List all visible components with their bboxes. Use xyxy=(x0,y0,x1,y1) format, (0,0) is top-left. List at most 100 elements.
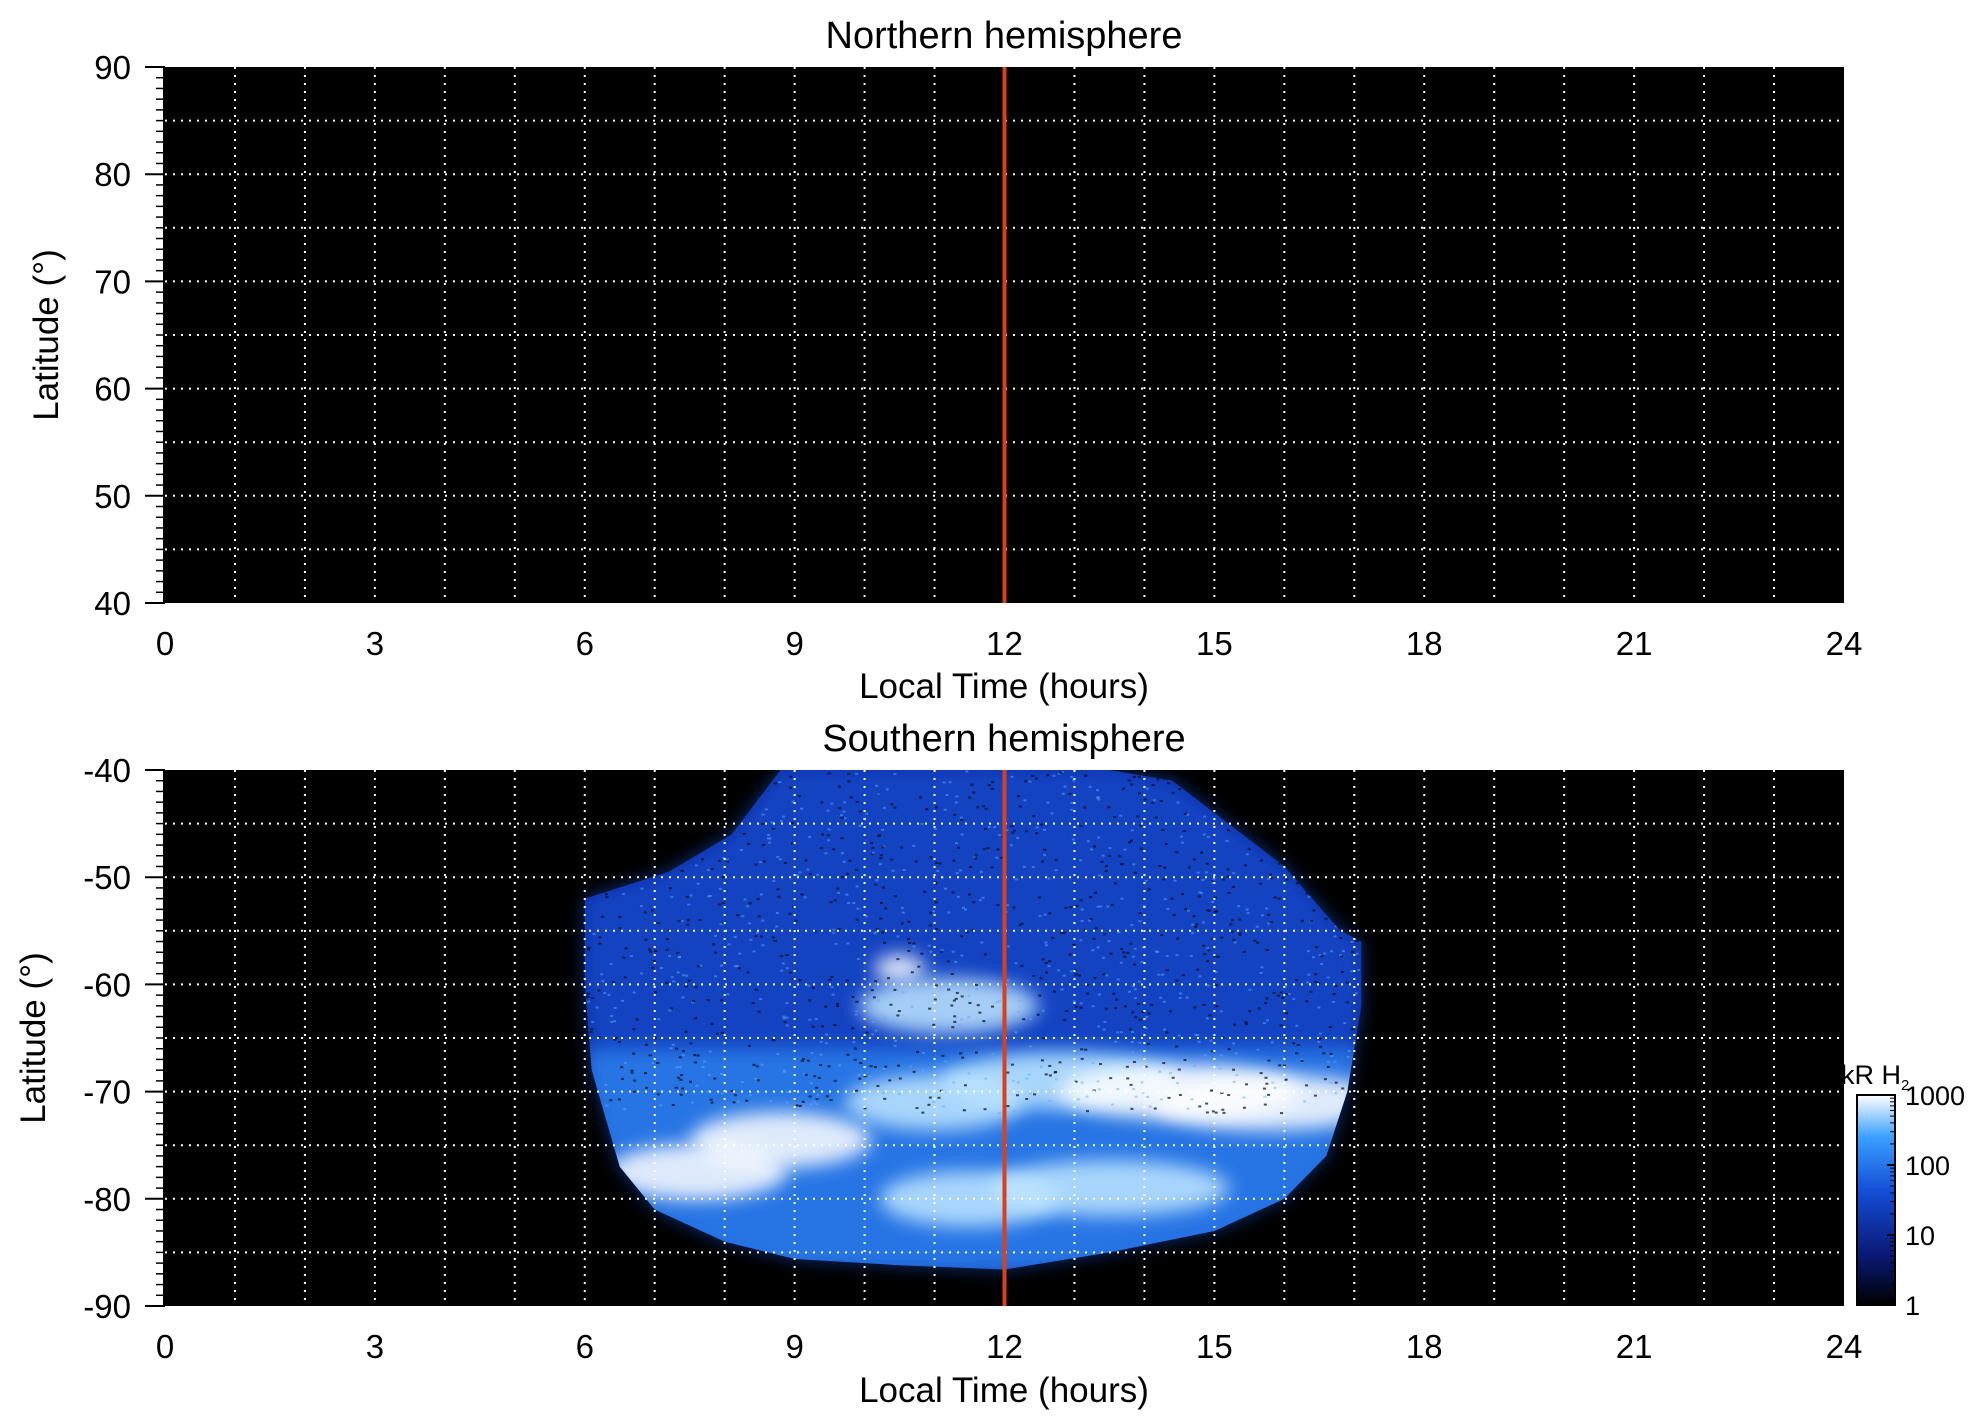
noise-speck xyxy=(601,980,605,983)
noise-speck xyxy=(789,786,793,789)
noise-speck xyxy=(804,859,808,862)
noise-speck xyxy=(1320,963,1324,966)
noise-speck xyxy=(871,846,875,849)
noise-speck xyxy=(1214,1111,1218,1114)
noise-speck xyxy=(1295,1024,1299,1027)
noise-speck xyxy=(610,1015,614,1018)
noise-speck xyxy=(1267,877,1271,880)
noise-speck xyxy=(1351,1028,1355,1031)
noise-speck xyxy=(1312,909,1316,912)
noise-speck xyxy=(958,869,962,872)
noise-speck xyxy=(614,1036,618,1039)
noise-speck xyxy=(1169,1010,1173,1013)
noise-speck xyxy=(984,1077,988,1080)
noise-speck xyxy=(896,935,900,938)
noise-speck xyxy=(870,852,874,855)
colorbar-tick-label: 10 xyxy=(1905,1221,1935,1251)
noise-speck xyxy=(1133,871,1137,874)
colorbar-tick-label: 1 xyxy=(1905,1291,1920,1321)
noise-speck xyxy=(800,807,804,810)
noise-speck xyxy=(1355,939,1359,942)
noise-speck xyxy=(791,977,795,980)
noise-speck xyxy=(1205,1111,1209,1114)
noise-speck xyxy=(649,950,653,953)
noise-speck xyxy=(852,1041,856,1044)
noise-speck xyxy=(941,1105,945,1108)
noise-speck xyxy=(722,921,726,924)
noise-speck xyxy=(815,1086,819,1089)
noise-speck xyxy=(1334,925,1338,928)
noise-speck xyxy=(1064,906,1068,909)
noise-speck xyxy=(1010,1063,1014,1066)
noise-speck xyxy=(587,992,591,995)
noise-speck xyxy=(1242,1106,1246,1109)
noise-speck xyxy=(597,1036,601,1039)
noise-speck xyxy=(1048,1074,1052,1077)
noise-speck xyxy=(618,916,622,919)
noise-speck xyxy=(1097,993,1101,996)
noise-speck xyxy=(1092,1089,1096,1092)
noise-speck xyxy=(873,932,877,935)
noise-speck xyxy=(1085,983,1089,986)
noise-speck xyxy=(1142,904,1146,907)
noise-speck xyxy=(876,793,880,796)
noise-speck xyxy=(957,1024,961,1027)
y-tick-label: 40 xyxy=(94,585,131,622)
noise-speck xyxy=(1033,1093,1037,1096)
noise-speck xyxy=(940,950,944,953)
noise-speck xyxy=(780,969,784,972)
noise-speck xyxy=(785,1024,789,1027)
noise-speck xyxy=(1211,1110,1215,1113)
noise-speck xyxy=(936,869,940,872)
noise-speck xyxy=(1193,1064,1197,1067)
noise-speck xyxy=(873,982,877,985)
y-tick-label: 70 xyxy=(94,263,131,300)
noise-speck xyxy=(609,1099,613,1102)
noise-speck xyxy=(1232,938,1236,941)
noise-speck xyxy=(893,988,897,991)
noise-speck xyxy=(1346,1056,1350,1059)
noise-speck xyxy=(1276,994,1280,997)
noise-speck xyxy=(895,952,899,955)
noise-speck xyxy=(1198,975,1202,978)
noise-speck xyxy=(630,1071,634,1074)
noise-speck xyxy=(639,972,643,975)
noise-speck xyxy=(668,955,672,958)
x-tick-label: 18 xyxy=(1406,625,1443,662)
noise-speck xyxy=(814,1018,818,1021)
noise-speck xyxy=(797,795,801,798)
noise-speck xyxy=(1203,815,1207,818)
noise-speck xyxy=(1006,991,1010,994)
noise-speck xyxy=(893,806,897,809)
noise-speck xyxy=(1268,873,1272,876)
noise-speck xyxy=(1059,771,1063,774)
noise-speck xyxy=(915,1107,919,1110)
noise-speck xyxy=(1089,848,1093,851)
noise-speck xyxy=(694,986,698,989)
noise-speck xyxy=(1232,1042,1236,1045)
noise-speck xyxy=(1129,1083,1133,1086)
noise-speck xyxy=(925,808,929,811)
noise-speck xyxy=(761,813,765,816)
noise-speck xyxy=(953,1015,957,1018)
noise-speck xyxy=(680,870,684,873)
noise-speck xyxy=(1014,878,1018,881)
noise-speck xyxy=(795,1104,799,1107)
noise-speck xyxy=(1165,955,1169,958)
noise-speck xyxy=(1133,947,1137,950)
noise-speck xyxy=(987,784,991,787)
noise-speck xyxy=(833,899,837,902)
noise-speck xyxy=(1178,788,1182,791)
noise-speck xyxy=(1222,878,1226,881)
noise-speck xyxy=(785,1002,789,1005)
noise-speck xyxy=(1194,1034,1198,1037)
noise-speck xyxy=(665,981,669,984)
noise-speck xyxy=(633,1079,637,1082)
noise-speck xyxy=(1158,1070,1162,1073)
noise-speck xyxy=(983,1021,987,1024)
noise-speck xyxy=(1186,1107,1190,1110)
noise-speck xyxy=(1137,980,1141,983)
noise-speck xyxy=(1126,1077,1130,1080)
noise-speck xyxy=(1229,923,1233,926)
noise-speck xyxy=(776,1053,780,1056)
